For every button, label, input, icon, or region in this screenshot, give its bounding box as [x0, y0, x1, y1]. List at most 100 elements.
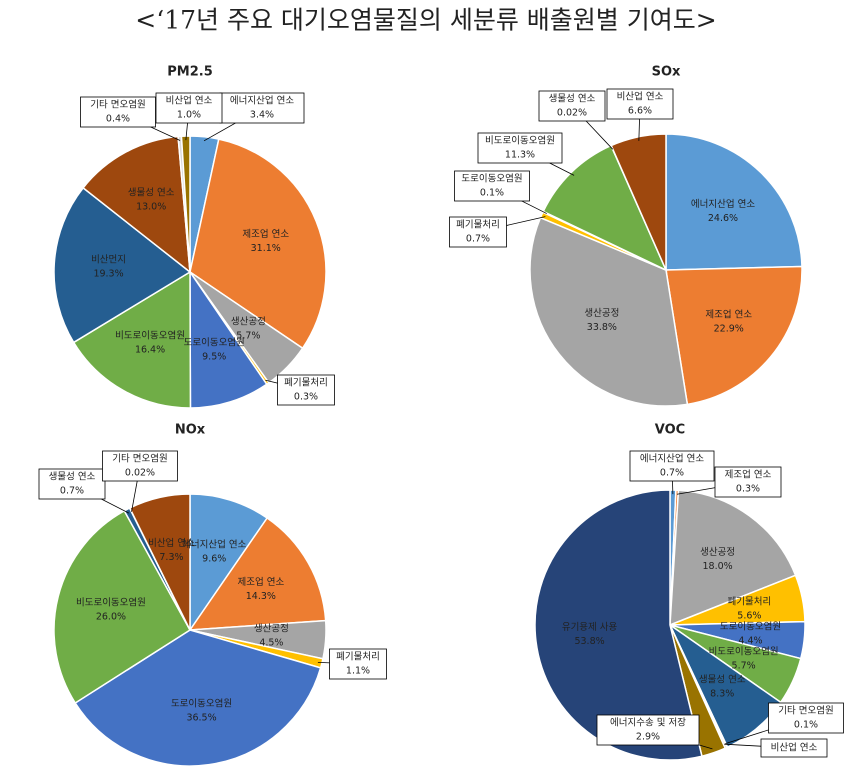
- pie-slice: [189, 493, 269, 633]
- slice-value: 5.6%: [737, 610, 761, 621]
- slice-value: 16.4%: [135, 345, 165, 356]
- slice-name: 기타 면오염원: [112, 454, 167, 465]
- label-box: [38, 468, 106, 500]
- label-box: [714, 466, 782, 498]
- label-box: [768, 702, 844, 734]
- slice-name: 기타 면오염원: [778, 706, 833, 717]
- label-box: [155, 92, 223, 124]
- slice-name: 도로이동오염원: [171, 698, 232, 709]
- pie-slice: [189, 269, 268, 409]
- slice-value: 18.0%: [703, 561, 733, 572]
- pie-slice: [180, 135, 191, 273]
- pie-slice: [665, 133, 803, 271]
- slice-name: 생산공정: [700, 547, 735, 558]
- slice-value: 1.1%: [346, 666, 370, 677]
- pie-slice: [189, 138, 327, 350]
- slice-name: 유기용제 사용: [562, 622, 618, 633]
- slice-name: 에너지산업 연소: [640, 453, 704, 465]
- slice-name: 폐기물처리: [456, 219, 500, 231]
- label-box: [760, 738, 828, 758]
- slice-name: 에너지산업 연소: [230, 95, 294, 107]
- label-box: [80, 96, 156, 128]
- label-box: [449, 216, 507, 248]
- slice-value: 0.02%: [557, 108, 587, 119]
- slice-value: 0.7%: [466, 234, 490, 245]
- slice-name: 비산업 연소: [166, 95, 213, 107]
- slice-value: 0.1%: [794, 720, 818, 731]
- slice-name: 비산업 연소: [148, 537, 195, 549]
- slice-value: 4.4%: [738, 636, 762, 647]
- slice-name: 제조업 연소: [725, 469, 772, 481]
- pie-slice: [529, 216, 689, 407]
- slice-value: 24.6%: [708, 213, 738, 224]
- slice-name: 제조업 연소: [242, 228, 289, 240]
- slice-value: 0.3%: [294, 392, 318, 403]
- label-box: [606, 88, 674, 120]
- slice-name: 생물성 연소: [128, 188, 175, 199]
- slice-value: 7.3%: [159, 552, 183, 563]
- slice-name: 폐기물처리: [284, 377, 328, 389]
- pie-slice: [542, 144, 668, 272]
- label-box: [277, 374, 335, 406]
- slice-value: 1.0%: [177, 110, 201, 121]
- slice-name: 비도로이동오염원: [709, 646, 779, 657]
- pie-slice: [610, 133, 667, 271]
- slice-value: 36.5%: [186, 712, 216, 723]
- slice-name: 에너지산업 연소: [182, 539, 246, 551]
- slice-value: 11.3%: [505, 150, 535, 161]
- slice-name: 비산업 연소: [771, 742, 818, 754]
- slice-value: 0.02%: [125, 468, 155, 479]
- slice-value: 14.3%: [246, 591, 276, 602]
- label-box: [454, 170, 530, 202]
- slice-name: 생물성 연소: [549, 94, 596, 105]
- slice-name: 제조업 연소: [705, 309, 752, 321]
- main-title: <‘17년 주요 대기오염물질의 세분류 배출원별 기여도>: [135, 6, 716, 35]
- slice-name: 도로이동오염원: [461, 174, 522, 185]
- slice-value: 53.8%: [574, 636, 604, 647]
- label-box: [629, 450, 715, 482]
- slice-value: 8.3%: [710, 688, 734, 699]
- slice-value: 13.0%: [136, 202, 166, 213]
- label-box: [477, 132, 563, 164]
- pie-slice: [188, 516, 327, 631]
- slice-name: 비도로이동오염원: [485, 136, 555, 147]
- chart-title: SOx: [652, 65, 681, 80]
- pie-slice: [82, 135, 191, 274]
- label-box: [596, 714, 700, 746]
- slice-value: 19.3%: [93, 269, 123, 280]
- label-box: [329, 648, 387, 680]
- chart-title: NOx: [175, 423, 206, 438]
- slice-name: 기타 면오염원: [90, 100, 145, 111]
- slice-name: 생물성 연소: [49, 472, 96, 483]
- label-box: [102, 450, 178, 482]
- slice-value: 9.5%: [202, 351, 226, 362]
- slice-value: 0.7%: [660, 468, 684, 479]
- slice-value: 4.5%: [259, 637, 283, 648]
- slice-value: 0.3%: [736, 484, 760, 495]
- pie-slice: [53, 509, 191, 705]
- slice-value: 5.7%: [732, 660, 756, 671]
- chart-title: VOC: [655, 423, 685, 438]
- slice-name: 생산공정: [254, 623, 289, 634]
- slice-name: 생산공정: [584, 308, 619, 319]
- slice-name: 도로이동오염원: [720, 622, 781, 633]
- slice-name: 비도로이동오염원: [76, 597, 146, 608]
- slice-value: 9.6%: [202, 554, 226, 565]
- slice-value: 2.9%: [636, 732, 660, 743]
- pie-slice: [72, 270, 192, 409]
- slice-name: 폐기물처리: [728, 595, 772, 607]
- slice-value: 0.4%: [106, 114, 130, 125]
- slice-name: 생산공정: [231, 317, 266, 328]
- slice-value: 0.1%: [480, 188, 504, 199]
- slice-value: 5.7%: [236, 331, 260, 342]
- slice-value: 3.4%: [250, 110, 274, 121]
- slice-value: 33.8%: [587, 322, 617, 333]
- slice-name: 제조업 연소: [238, 576, 285, 588]
- slice-name: 폐기물처리: [336, 651, 380, 663]
- slice-value: 22.9%: [714, 324, 744, 335]
- slice-name: 도로이동오염원: [184, 337, 245, 348]
- slice-name: 에너지수송 및 저장: [610, 717, 686, 729]
- label-box: [538, 90, 606, 122]
- slice-value: 0.7%: [60, 486, 84, 497]
